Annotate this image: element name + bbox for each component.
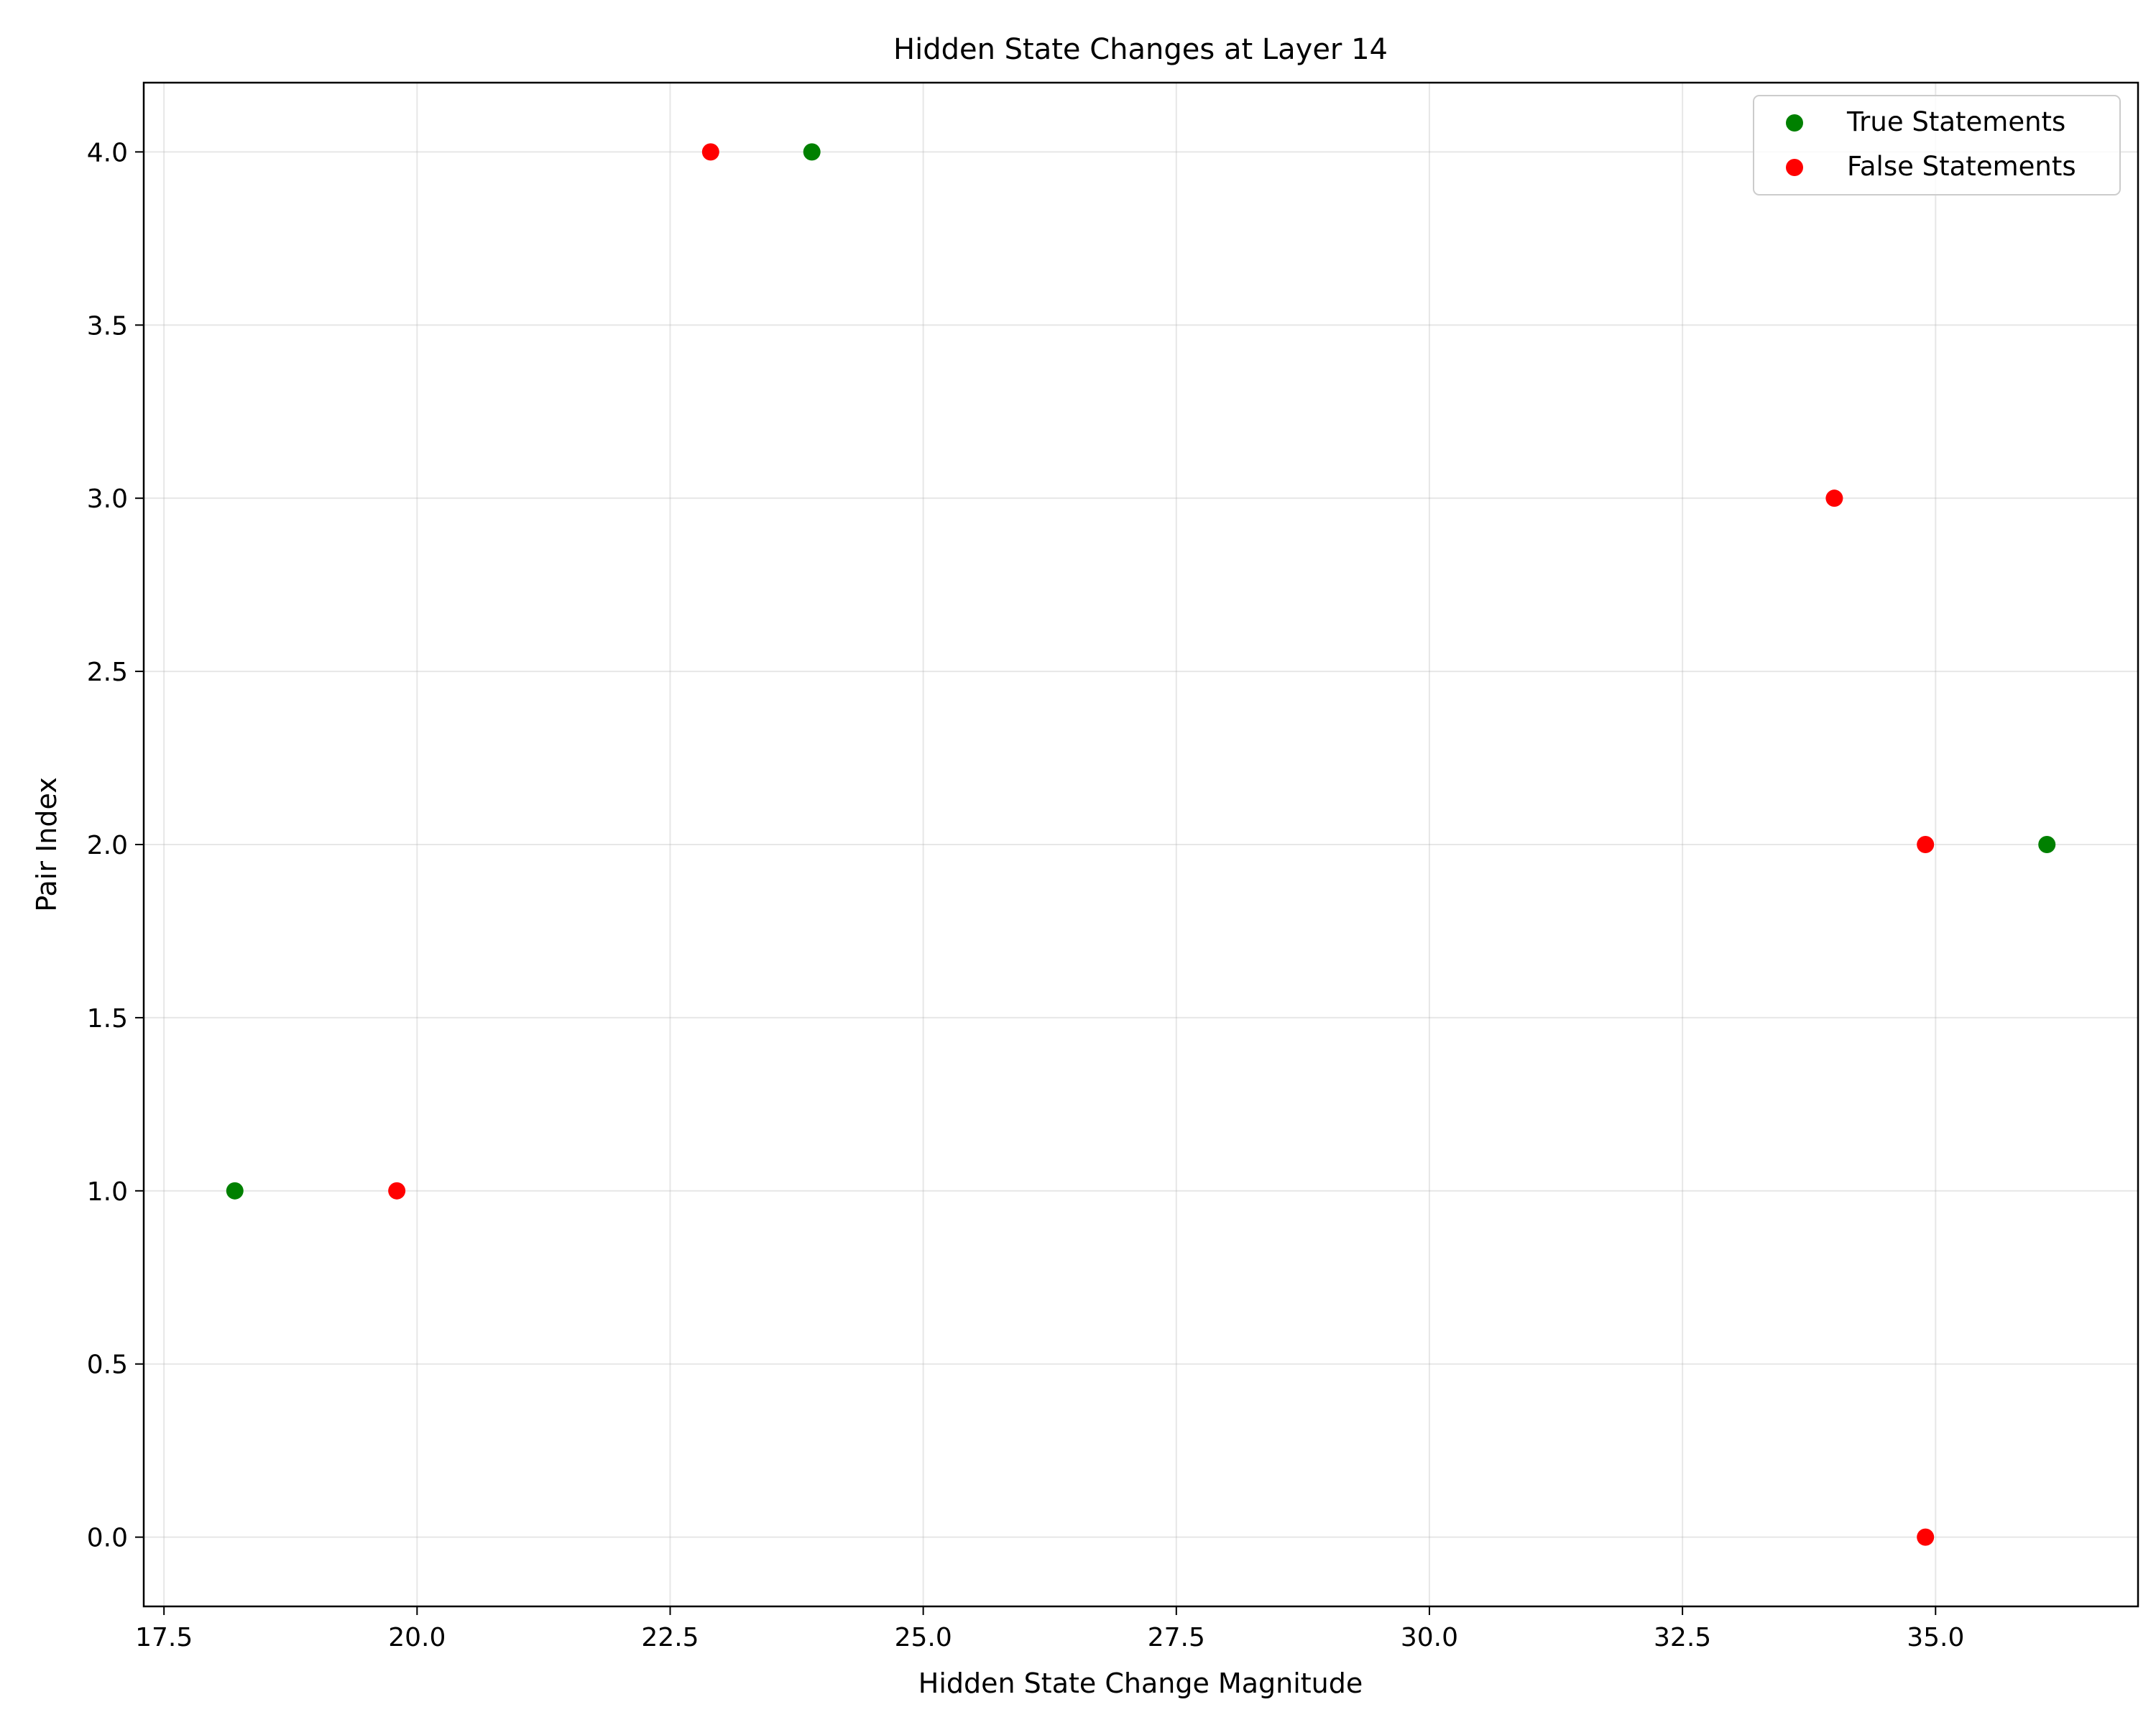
x-tick-label: 20.0 bbox=[388, 1623, 446, 1652]
y-tick-label: 1.0 bbox=[87, 1177, 128, 1207]
y-tick-label: 4.0 bbox=[87, 138, 128, 167]
x-ticks: 17.5 20.0 22.5 25.0 27.5 30.0 32.5 35.0 bbox=[135, 1606, 1964, 1652]
y-axis-label: Pair Index bbox=[31, 777, 63, 911]
x-tick-label: 32.5 bbox=[1654, 1623, 1711, 1652]
y-tick-label: 2.0 bbox=[87, 831, 128, 860]
false-statement-point bbox=[388, 1182, 406, 1200]
x-tick-label: 35.0 bbox=[1907, 1623, 1964, 1652]
y-tick-label: 3.0 bbox=[87, 484, 128, 514]
x-tick-label: 27.5 bbox=[1148, 1623, 1205, 1652]
data-points bbox=[226, 143, 2056, 1546]
true-statement-point bbox=[803, 143, 821, 161]
y-tick-label: 2.5 bbox=[87, 658, 128, 687]
false-statement-point bbox=[1917, 836, 1935, 853]
y-tick-label: 1.5 bbox=[87, 1004, 128, 1034]
x-tick-label: 30.0 bbox=[1401, 1623, 1458, 1652]
y-tick-label: 0.0 bbox=[87, 1524, 128, 1553]
legend-marker-false bbox=[1786, 159, 1803, 176]
grid bbox=[144, 83, 2138, 1606]
x-tick-label: 22.5 bbox=[641, 1623, 699, 1652]
y-tick-label: 3.5 bbox=[87, 311, 128, 341]
legend-label-true: True Statements bbox=[1846, 106, 2065, 137]
legend-marker-true bbox=[1786, 114, 1803, 132]
y-tick-label: 0.5 bbox=[87, 1351, 128, 1380]
x-tick-label: 25.0 bbox=[895, 1623, 952, 1652]
legend-label-false: False Statements bbox=[1847, 151, 2076, 182]
legend-box bbox=[1753, 95, 2121, 196]
legend: True Statements False Statements bbox=[1753, 95, 2121, 196]
false-statement-point bbox=[1825, 489, 1843, 507]
false-statement-point bbox=[1917, 1528, 1935, 1546]
y-ticks: 0.0 0.5 1.0 1.5 2.0 2.5 3.0 3.5 4.0 bbox=[87, 138, 144, 1553]
chart-title: Hidden State Changes at Layer 14 bbox=[893, 33, 1388, 66]
true-statement-point bbox=[226, 1182, 244, 1200]
true-statement-point bbox=[2038, 836, 2056, 853]
x-tick-label: 17.5 bbox=[135, 1623, 193, 1652]
x-axis-label: Hidden State Change Magnitude bbox=[918, 1668, 1363, 1699]
false-statement-point bbox=[701, 143, 719, 161]
